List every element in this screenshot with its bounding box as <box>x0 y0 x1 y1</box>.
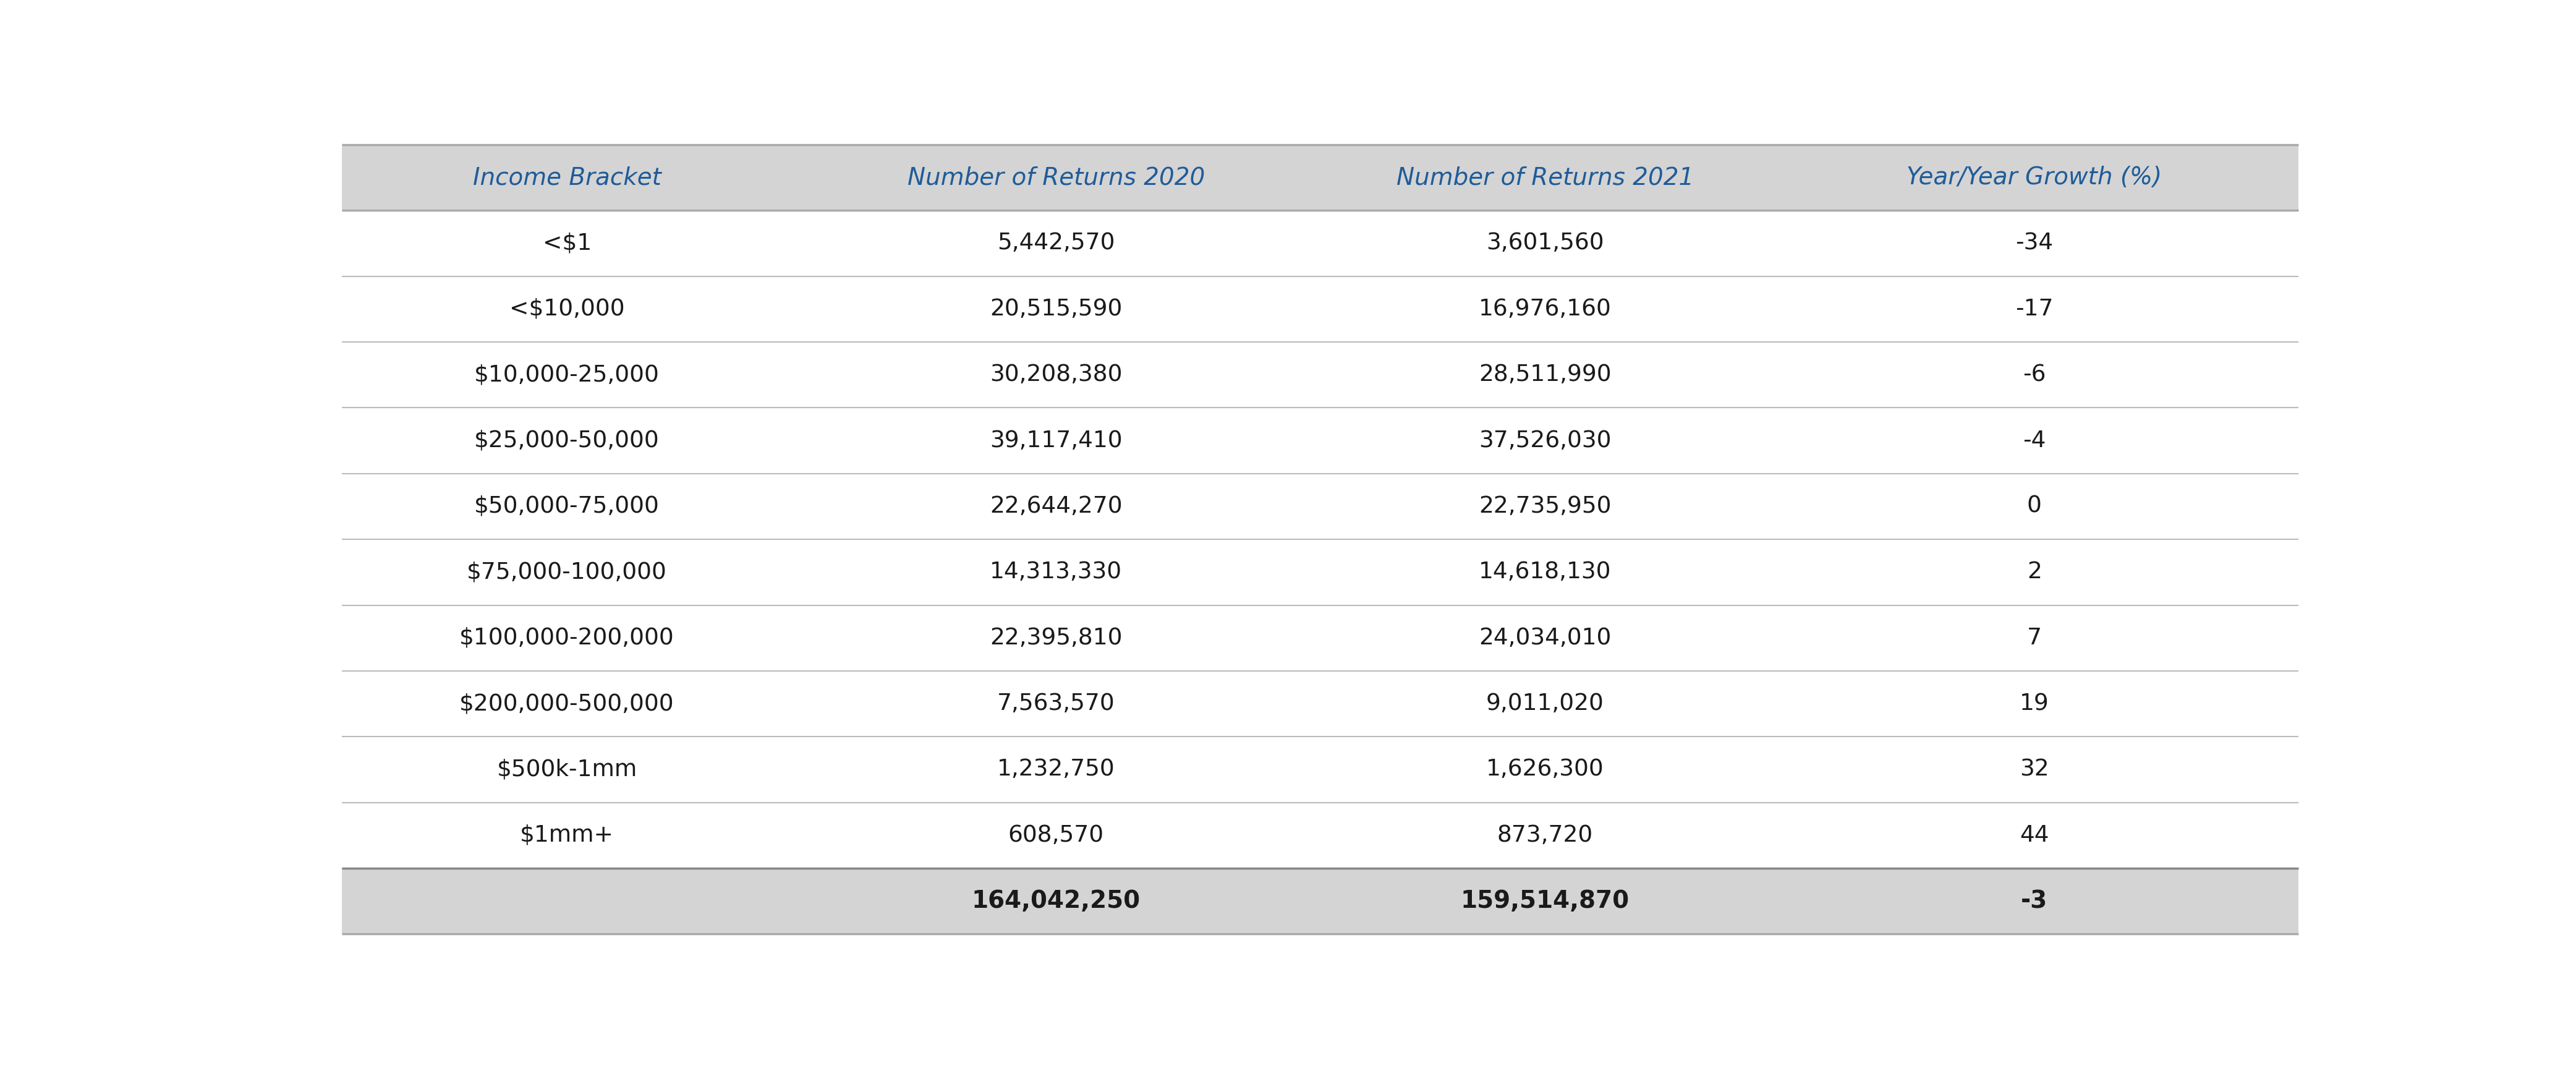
Text: 0: 0 <box>2027 496 2043 518</box>
Bar <box>343 802 2298 868</box>
Text: 32: 32 <box>2020 758 2048 781</box>
Text: 1,232,750: 1,232,750 <box>997 758 1115 781</box>
Text: 19: 19 <box>2020 693 2048 714</box>
Text: 20,515,590: 20,515,590 <box>989 298 1123 320</box>
Text: $100,000-200,000: $100,000-200,000 <box>459 627 675 649</box>
Text: $50,000-75,000: $50,000-75,000 <box>474 496 659 518</box>
Bar <box>343 737 2298 802</box>
Text: 28,511,990: 28,511,990 <box>1479 364 1613 386</box>
Bar <box>343 671 2298 737</box>
Text: 44: 44 <box>2020 824 2048 847</box>
Text: -6: -6 <box>2022 364 2045 386</box>
Bar <box>343 408 2298 473</box>
Bar <box>343 277 2298 342</box>
Text: 14,313,330: 14,313,330 <box>989 561 1123 583</box>
Text: 9,011,020: 9,011,020 <box>1486 693 1605 714</box>
Text: 22,735,950: 22,735,950 <box>1479 496 1613 518</box>
Text: 1,626,300: 1,626,300 <box>1486 758 1605 781</box>
Text: $75,000-100,000: $75,000-100,000 <box>466 561 667 583</box>
Text: <$10,000: <$10,000 <box>510 298 623 320</box>
Text: Year/Year Growth (%): Year/Year Growth (%) <box>1906 166 2161 189</box>
Text: $500k-1mm: $500k-1mm <box>497 758 636 781</box>
Bar <box>343 342 2298 408</box>
Text: -17: -17 <box>2014 298 2053 320</box>
Bar <box>343 606 2298 671</box>
Text: -4: -4 <box>2022 429 2045 452</box>
Text: 37,526,030: 37,526,030 <box>1479 429 1613 452</box>
Text: 30,208,380: 30,208,380 <box>989 364 1123 386</box>
Text: 7,563,570: 7,563,570 <box>997 693 1115 714</box>
Text: 2: 2 <box>2027 561 2043 583</box>
Text: 14,618,130: 14,618,130 <box>1479 561 1613 583</box>
Bar <box>343 539 2298 606</box>
Text: 608,570: 608,570 <box>1007 824 1105 847</box>
Text: $1mm+: $1mm+ <box>520 824 613 847</box>
Text: -3: -3 <box>2022 890 2048 913</box>
Text: 16,976,160: 16,976,160 <box>1479 298 1613 320</box>
Bar <box>343 144 2298 210</box>
Text: <$1: <$1 <box>544 232 592 254</box>
Text: Number of Returns 2020: Number of Returns 2020 <box>907 166 1206 189</box>
Text: Income Bracket: Income Bracket <box>474 166 662 189</box>
Text: 3,601,560: 3,601,560 <box>1486 232 1605 254</box>
Text: 39,117,410: 39,117,410 <box>989 429 1123 452</box>
Text: 873,720: 873,720 <box>1497 824 1592 847</box>
Text: 7: 7 <box>2027 627 2043 649</box>
Bar <box>343 868 2298 934</box>
Text: 159,514,870: 159,514,870 <box>1461 890 1631 913</box>
Text: 24,034,010: 24,034,010 <box>1479 627 1613 649</box>
Bar <box>343 210 2298 277</box>
Text: 22,644,270: 22,644,270 <box>989 496 1123 518</box>
Text: 5,442,570: 5,442,570 <box>997 232 1115 254</box>
Text: $25,000-50,000: $25,000-50,000 <box>474 429 659 452</box>
Text: Number of Returns 2021: Number of Returns 2021 <box>1396 166 1695 189</box>
Text: $10,000-25,000: $10,000-25,000 <box>474 364 659 386</box>
Text: 164,042,250: 164,042,250 <box>971 890 1141 913</box>
Text: $200,000-500,000: $200,000-500,000 <box>459 693 675 714</box>
Text: 22,395,810: 22,395,810 <box>989 627 1123 649</box>
Text: -34: -34 <box>2014 232 2053 254</box>
Bar <box>343 473 2298 539</box>
